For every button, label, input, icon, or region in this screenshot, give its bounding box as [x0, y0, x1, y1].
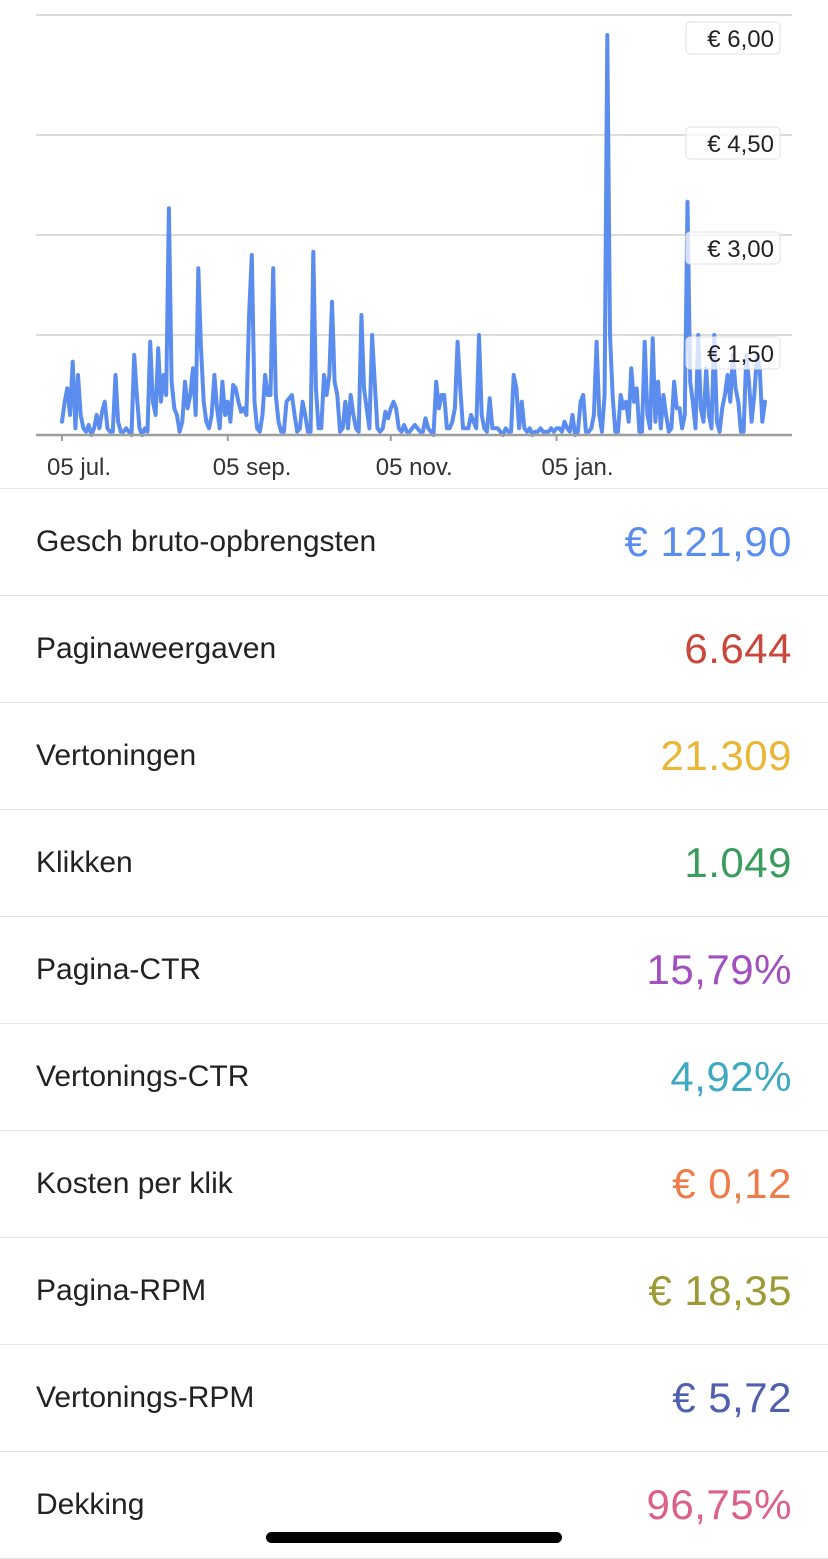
metric-row-clicks[interactable]: Klikken 1.049 — [0, 810, 828, 917]
svg-text:€ 3,00: € 3,00 — [707, 236, 774, 263]
metric-label: Klikken — [36, 846, 133, 879]
metric-row-coverage[interactable]: Dekking 96,75% — [0, 1452, 828, 1559]
metrics-list: Gesch bruto-opbrengsten € 121,90 Paginaw… — [0, 488, 828, 1559]
home-indicator[interactable] — [266, 1532, 562, 1543]
svg-text:€ 4,50: € 4,50 — [707, 131, 774, 158]
y-tick-label: € 3,00 — [685, 231, 781, 265]
metric-row-impression-rpm[interactable]: Vertonings-RPM € 5,72 — [0, 1345, 828, 1452]
x-tick-label: 05 nov. — [376, 454, 453, 481]
metric-label: Pagina-CTR — [36, 953, 202, 986]
revenue-chart[interactable]: € 6,00 € 4,50 € 3,00 € 1,50 05 jul. 05 sep. 0… — [0, 0, 828, 488]
metric-value: € 121,90 — [624, 518, 792, 565]
metric-label: Gesch bruto-opbrengsten — [36, 525, 377, 558]
metric-label: Vertoningen — [36, 739, 197, 772]
metric-value: € 5,72 — [672, 1374, 792, 1421]
metric-row-impression-ctr[interactable]: Vertonings-CTR 4,92% — [0, 1024, 828, 1131]
metric-value: 6.644 — [684, 625, 792, 672]
metric-value: € 0,12 — [672, 1160, 792, 1207]
metric-row-page-views[interactable]: Paginaweergaven 6.644 — [0, 596, 828, 703]
metric-value: € 18,35 — [648, 1267, 792, 1314]
metric-label: Pagina-RPM — [36, 1274, 207, 1307]
x-tick-label: 05 jul. — [47, 454, 111, 481]
metric-row-estimated-revenue[interactable]: Gesch bruto-opbrengsten € 121,90 — [0, 489, 828, 596]
metric-row-impressions[interactable]: Vertoningen 21.309 — [0, 703, 828, 810]
x-tick-label: 05 jan. — [542, 454, 614, 481]
metric-label: Kosten per klik — [36, 1167, 233, 1200]
y-tick-label: € 6,00 — [685, 21, 781, 55]
metric-value: 96,75% — [646, 1481, 792, 1528]
metric-label: Vertonings-RPM — [36, 1381, 255, 1414]
svg-text:€ 1,50: € 1,50 — [707, 341, 774, 368]
metric-value: 21.309 — [660, 732, 792, 779]
svg-text:€ 6,00: € 6,00 — [707, 26, 774, 53]
metric-label: Vertonings-CTR — [36, 1060, 250, 1093]
x-tick-label: 05 sep. — [213, 454, 292, 481]
y-tick-label: € 1,50 — [685, 336, 781, 370]
revenue-series-line — [60, 33, 767, 437]
metric-label: Dekking — [36, 1488, 145, 1521]
chart-svg: € 6,00 € 4,50 € 3,00 € 1,50 05 jul. 05 sep. 0… — [36, 14, 792, 481]
metric-value: 15,79% — [646, 946, 792, 993]
metric-row-page-rpm[interactable]: Pagina-RPM € 18,35 — [0, 1238, 828, 1345]
y-tick-label: € 4,50 — [685, 126, 781, 160]
metric-row-page-ctr[interactable]: Pagina-CTR 15,79% — [0, 917, 828, 1024]
metric-label: Paginaweergaven — [36, 632, 277, 665]
metric-row-cost-per-click[interactable]: Kosten per klik € 0,12 — [0, 1131, 828, 1238]
metric-value: 1.049 — [684, 839, 792, 886]
metric-value: 4,92% — [670, 1053, 792, 1100]
